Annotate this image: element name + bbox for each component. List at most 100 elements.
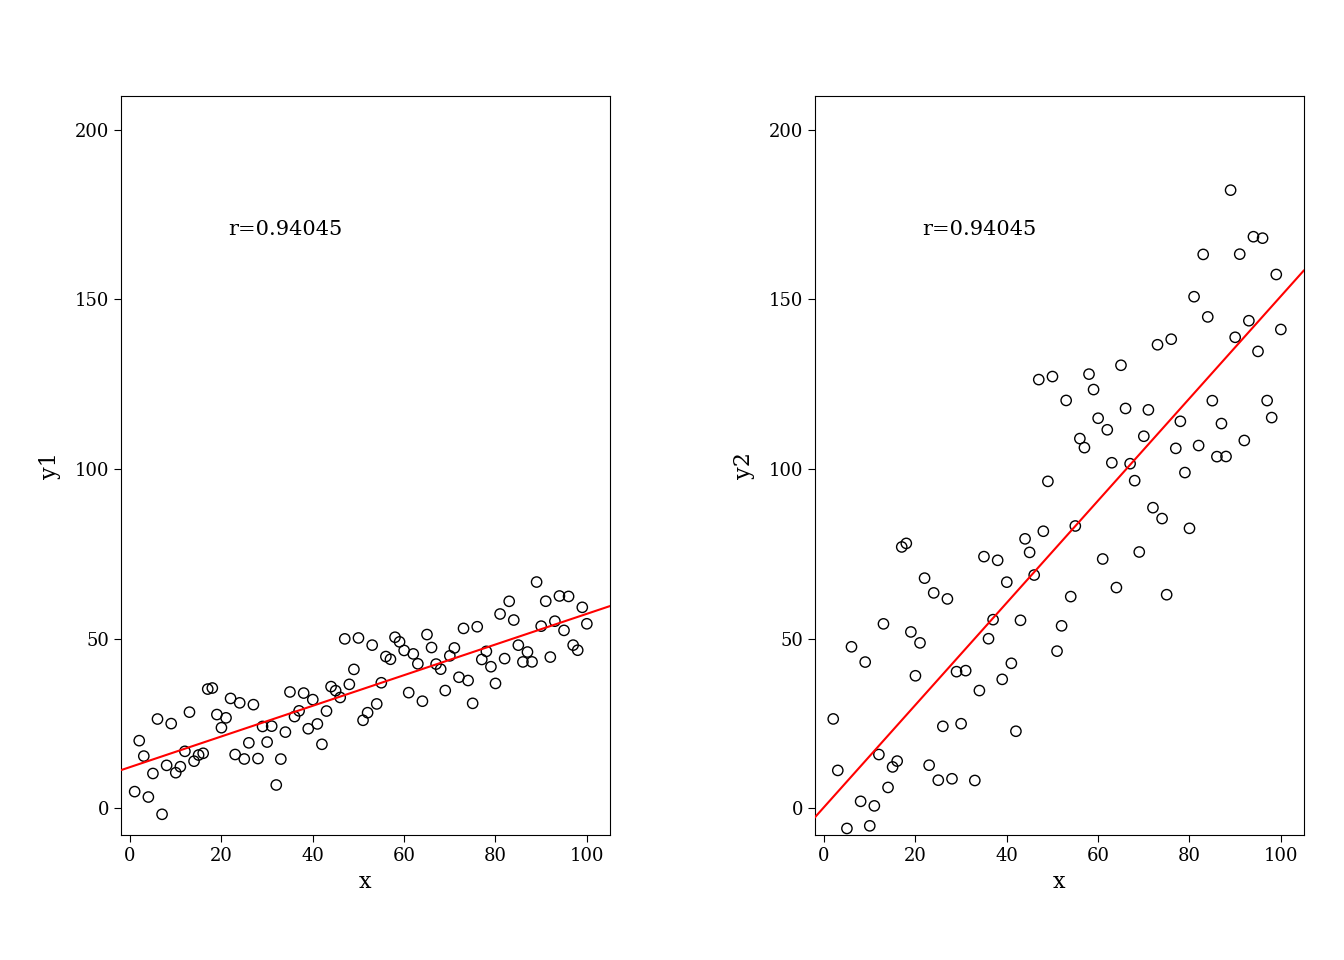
Point	[137, 789, 159, 804]
Point	[146, 711, 168, 727]
Point	[1192, 247, 1214, 262]
Point	[1142, 500, 1164, 516]
Point	[444, 640, 465, 656]
Point	[1042, 369, 1063, 384]
Point	[425, 657, 446, 672]
Point	[243, 697, 265, 712]
Point	[969, 683, 991, 698]
Point	[910, 636, 931, 651]
Point	[274, 725, 296, 740]
Point	[1110, 357, 1132, 372]
Point	[946, 664, 968, 680]
Point	[325, 683, 347, 698]
Point	[1038, 473, 1059, 489]
Point	[914, 570, 935, 586]
Point	[411, 693, 433, 708]
Point	[1247, 344, 1269, 359]
Point	[1234, 433, 1255, 448]
Point	[417, 627, 438, 642]
Point	[1005, 724, 1027, 739]
Point	[224, 747, 246, 762]
Point	[1087, 411, 1109, 426]
Point	[1137, 402, 1159, 418]
Point	[864, 798, 886, 813]
Y-axis label: y1: y1	[39, 452, 60, 479]
Point	[1188, 438, 1210, 453]
Point	[234, 752, 255, 767]
Point	[421, 639, 442, 655]
Point	[535, 593, 556, 609]
Point	[1032, 523, 1054, 539]
Point	[512, 655, 534, 670]
Point	[133, 749, 155, 764]
Point	[855, 655, 876, 670]
Point	[129, 733, 151, 749]
Point	[238, 735, 259, 751]
Point	[1046, 643, 1067, 659]
Point	[567, 642, 589, 658]
Point	[228, 695, 250, 710]
Point	[836, 821, 857, 836]
Point	[577, 616, 598, 632]
Point	[1000, 656, 1021, 671]
Point	[394, 643, 415, 659]
Point	[956, 663, 977, 679]
Point	[251, 719, 273, 734]
Point	[1224, 329, 1246, 345]
Point	[1175, 465, 1196, 480]
Point	[156, 757, 177, 773]
Point	[918, 757, 939, 773]
Point	[818, 881, 840, 897]
Point	[937, 591, 958, 607]
Point	[211, 720, 233, 735]
Point	[280, 684, 301, 700]
Point	[476, 643, 497, 659]
Point	[358, 705, 379, 720]
Point	[403, 646, 425, 661]
Point	[284, 708, 305, 724]
Point	[872, 616, 894, 632]
Point	[220, 691, 242, 707]
Point	[261, 718, 282, 733]
Point	[329, 690, 351, 706]
Point	[312, 736, 333, 752]
Point	[316, 704, 337, 719]
Point	[380, 652, 402, 667]
Point	[1114, 400, 1136, 416]
Point	[215, 710, 237, 726]
Point	[823, 711, 844, 727]
Point	[462, 696, 484, 711]
Point	[430, 661, 452, 677]
Point	[562, 637, 583, 653]
Point	[1101, 455, 1122, 470]
Point	[1133, 428, 1154, 444]
Point	[1129, 544, 1150, 560]
Point	[895, 536, 917, 551]
Point	[169, 759, 191, 775]
Point	[1015, 531, 1036, 546]
Point	[571, 600, 593, 615]
Point	[1023, 567, 1044, 583]
Point	[388, 635, 410, 650]
Point	[933, 719, 954, 734]
Point	[320, 679, 341, 694]
Point	[1243, 229, 1265, 245]
Point	[923, 586, 945, 601]
Point	[521, 654, 543, 669]
Point	[1169, 414, 1191, 429]
Point	[1183, 289, 1204, 304]
X-axis label: x: x	[359, 871, 371, 893]
Point	[160, 716, 181, 732]
Point	[950, 716, 972, 732]
Point	[841, 639, 863, 655]
Point	[202, 681, 223, 696]
Point	[366, 696, 387, 711]
Point	[175, 744, 196, 759]
Point	[1228, 247, 1250, 262]
Point	[941, 771, 962, 786]
Point	[891, 540, 913, 555]
Point	[183, 754, 204, 769]
Point	[335, 632, 356, 647]
Point	[849, 794, 871, 809]
Point	[1215, 449, 1236, 465]
